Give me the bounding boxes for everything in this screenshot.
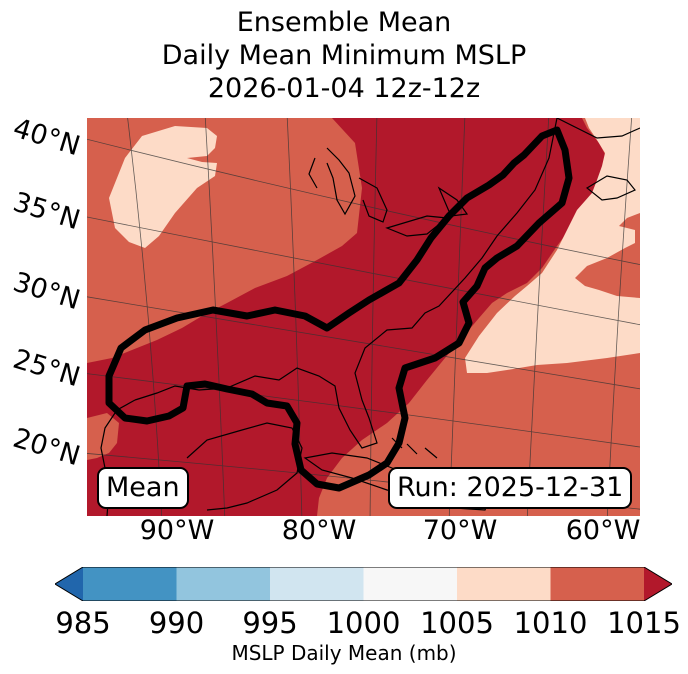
lon-label-60: 60°W <box>565 515 641 546</box>
colorbar-bin-1000 <box>363 567 457 601</box>
title-line-2: Daily Mean Minimum MSLP <box>161 40 527 71</box>
colorbar-tick-1010: 1010 <box>513 606 588 640</box>
lon-label-70: 70°W <box>422 515 498 546</box>
colorbar <box>55 567 672 601</box>
colorbar-tick-1000: 1000 <box>326 606 401 640</box>
field-1010-east <box>317 118 640 516</box>
great-lakes <box>308 147 469 237</box>
colorbar-bin-1010 <box>550 567 644 601</box>
lon-label-80: 80°W <box>281 515 357 546</box>
lat-label-30: 30°N <box>9 266 84 317</box>
meridian-75 <box>369 118 378 516</box>
colorbar-extend-under <box>55 567 83 601</box>
parallel-35 <box>87 216 640 326</box>
annotation-run: Run: 2025-12-31 <box>388 467 633 509</box>
field-1005-east <box>465 118 640 373</box>
colorbar-bin-1005 <box>457 567 551 601</box>
lon-label-90: 90°W <box>139 515 215 546</box>
outline-contour <box>105 126 573 492</box>
lat-label-20: 20°N <box>9 422 84 473</box>
colorbar-tick-985: 985 <box>55 606 111 640</box>
yucatan <box>186 422 303 511</box>
colorbar-bin-990 <box>176 567 270 601</box>
meridian-85 <box>204 118 226 516</box>
colorbar-tick-995: 995 <box>242 606 298 640</box>
maritimes <box>556 118 640 139</box>
colorbar-tick-990: 990 <box>148 606 205 640</box>
annotation-mean: Mean <box>97 467 189 509</box>
colorbar-label: MSLP Daily Mean (mb) <box>231 641 457 665</box>
lat-label-40: 40°N <box>9 112 84 163</box>
us-east-coast <box>134 118 558 449</box>
colorbar-extend-over <box>644 567 672 601</box>
colorbar-tick-1005: 1005 <box>420 606 494 640</box>
parallel-30 <box>87 296 640 390</box>
lat-label-35: 35°N <box>9 186 84 237</box>
map-plot <box>87 118 640 516</box>
colorbar-tick-1015: 1015 <box>607 606 681 640</box>
title-line-3: 2026-01-04 12z-12z <box>207 73 481 104</box>
colorbar-bin-985 <box>83 567 177 601</box>
colorbar-bin-995 <box>270 567 364 601</box>
title-line-1: Ensemble Mean <box>236 7 452 38</box>
field-1005-west <box>109 126 217 248</box>
lat-label-25: 25°N <box>9 343 84 394</box>
nova-scotia <box>585 175 636 201</box>
